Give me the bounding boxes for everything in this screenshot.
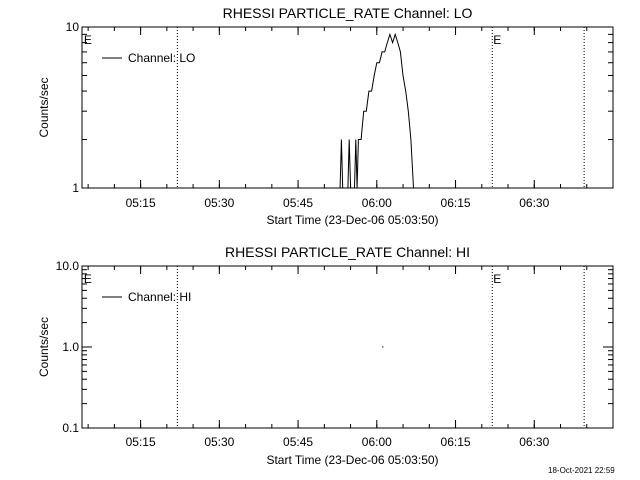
x-tick-label: 06:00 — [362, 196, 392, 210]
y-tick-label: 1 — [72, 181, 79, 195]
x-tick-label: 06:30 — [519, 435, 549, 449]
chart-title: RHESSI PARTICLE_RATE Channel: HI — [225, 244, 470, 260]
x-tick-label: 06:15 — [441, 196, 471, 210]
marker-label: E — [84, 272, 92, 286]
x-tick-label: 06:00 — [362, 435, 392, 449]
y-axis-label: Counts/sec — [37, 317, 51, 377]
y-axis-label: Counts/sec — [37, 77, 51, 137]
series-line — [339, 32, 414, 189]
legend-entry: Channel: LO — [128, 51, 195, 65]
y-tick-label: 1.0 — [62, 340, 79, 354]
x-tick-label: 05:30 — [204, 435, 234, 449]
x-tick-label: 05:30 — [204, 196, 234, 210]
legend-entry: Channel: HI — [128, 290, 191, 304]
y-tick-label: 10 — [66, 20, 80, 34]
chart-panel-2: RHESSI PARTICLE_RATE Channel: HI 05:15 05:… — [37, 244, 614, 467]
x-tick-label: 05:45 — [283, 435, 313, 449]
chart-title: RHESSI PARTICLE_RATE Channel: LO — [223, 5, 473, 21]
x-axis-label: Start Time (23-Dec-06 05:03:50) — [266, 453, 438, 467]
marker-label: E — [493, 33, 501, 47]
x-tick-label: 06:30 — [519, 196, 549, 210]
x-tick-label: 05:15 — [126, 435, 156, 449]
x-axis-label: Start Time (23-Dec-06 05:03:50) — [266, 213, 438, 227]
x-tick-label: 06:15 — [441, 435, 471, 449]
marker-label: E — [84, 33, 92, 47]
y-tick-label: 10.0 — [56, 259, 80, 273]
x-tick-label: 05:15 — [126, 196, 156, 210]
x-tick-label: 05:45 — [283, 196, 313, 210]
chart-panel-1: RHESSI PARTICLE_RATE Channel: LO 05:15 05:… — [37, 5, 614, 227]
marker-label: E — [493, 272, 501, 286]
y-tick-label: 0.1 — [62, 421, 79, 435]
footer-timestamp: 18-Oct-2021 22:59 — [548, 466, 615, 475]
